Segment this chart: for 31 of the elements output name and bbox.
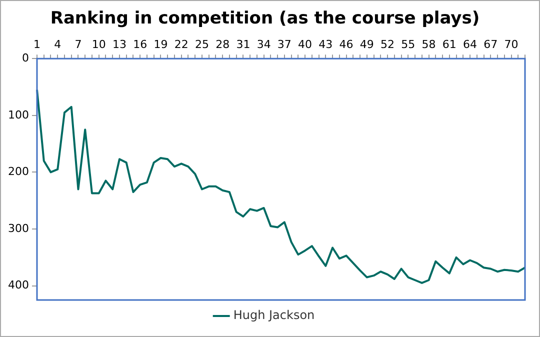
x-tick-label: 58 xyxy=(422,38,436,51)
x-tick-label: 7 xyxy=(74,38,82,51)
legend-label: Hugh Jackson xyxy=(233,308,315,322)
y-tick-label: 200 xyxy=(8,165,29,178)
x-tick-label: 16 xyxy=(133,38,148,51)
y-tick-label: 400 xyxy=(8,278,29,292)
x-tick-label: 43 xyxy=(318,38,333,51)
x-tick-label: 34 xyxy=(256,38,271,51)
x-tick-label: 61 xyxy=(442,38,456,51)
x-tick-label: 19 xyxy=(154,38,168,51)
x-tick-label: 70 xyxy=(504,38,518,51)
x-tick-label: 4 xyxy=(54,38,62,51)
x-tick-label: 25 xyxy=(194,38,209,51)
x-tick-label: 28 xyxy=(216,38,230,51)
x-tick-label: 37 xyxy=(277,38,292,51)
x-tick-label: 55 xyxy=(401,38,416,51)
y-tick-label: 0 xyxy=(22,51,29,64)
x-tick-label: 22 xyxy=(174,38,188,51)
x-tick-label: 64 xyxy=(463,38,478,51)
y-tick-label: 100 xyxy=(8,108,29,122)
x-tick-label: 67 xyxy=(484,38,498,51)
x-tick-label: 52 xyxy=(380,38,395,51)
x-tick-label: 1 xyxy=(33,38,40,51)
chart-title: Ranking in competition (as the course plays) xyxy=(50,8,480,29)
x-tick-label: 49 xyxy=(360,38,374,51)
x-tick-label: 31 xyxy=(236,38,250,51)
x-tick-label: 13 xyxy=(112,38,126,51)
x-tick-label: 40 xyxy=(298,38,312,51)
y-tick-label: 300 xyxy=(8,222,29,235)
x-tick-label: 46 xyxy=(339,38,354,51)
x-tick-label: 10 xyxy=(92,38,106,51)
